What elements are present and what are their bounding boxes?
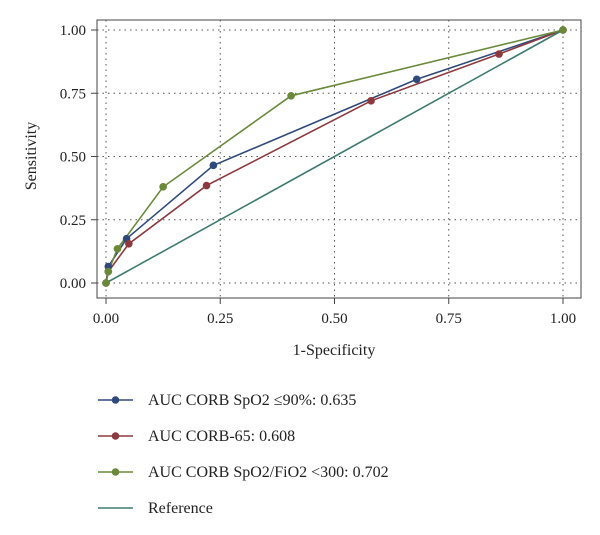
plot-frame [96, 19, 582, 299]
series-2-point [113, 245, 122, 253]
x-axis-title: 1-Specificity [293, 342, 376, 359]
legend-label: AUC CORB-65: 0.608 [148, 428, 295, 445]
legend-swatch-marker [111, 432, 120, 440]
series-1-point [202, 181, 211, 190]
series-2-point [559, 26, 567, 34]
series-layer [102, 26, 567, 287]
series-2-point [104, 267, 113, 276]
legend-swatch-marker [111, 468, 120, 476]
y-tick-label: 0.25 [60, 213, 86, 229]
legend-label: AUC CORB SpO2/FiO2 <300: 0.702 [148, 464, 389, 481]
series-0-point [412, 75, 421, 84]
legend-swatch-marker [111, 396, 120, 404]
y-tick-label: 0.00 [60, 276, 86, 292]
series-2-point [102, 279, 110, 287]
y-axis-title: Sensitivity [23, 122, 40, 190]
series-2-point [159, 183, 167, 191]
y-tick-label: 0.75 [60, 86, 86, 102]
series-1-point [367, 97, 375, 105]
x-tick-label: 0.25 [207, 311, 233, 327]
x-tick-label: 0.75 [436, 311, 462, 327]
x-tick-label: 1.00 [550, 311, 576, 327]
grid [97, 20, 581, 298]
series-2-point [287, 91, 295, 100]
x-tick-label: 0.50 [321, 311, 347, 327]
legend-label: AUC CORB SpO2 ≤90%: 0.635 [148, 392, 356, 409]
plot-area [96, 19, 582, 299]
x-tick-label: 0.00 [93, 311, 119, 327]
series-0-point [209, 161, 218, 170]
axes: 0.00 0.25 0.50 0.75 1.00 0.00 0.25 0.50 0.75 1.00 [60, 23, 576, 327]
series-1-point [495, 50, 503, 58]
y-tick-label: 0.50 [60, 150, 86, 166]
series-1-point [125, 239, 133, 248]
legend: AUC CORB SpO2 ≤90%: 0.635 AUC CORB-65: 0.… [98, 392, 389, 517]
y-tick-label: 1.00 [60, 23, 86, 39]
legend-label: Reference [148, 500, 213, 517]
series-line-3 [105, 29, 564, 284]
